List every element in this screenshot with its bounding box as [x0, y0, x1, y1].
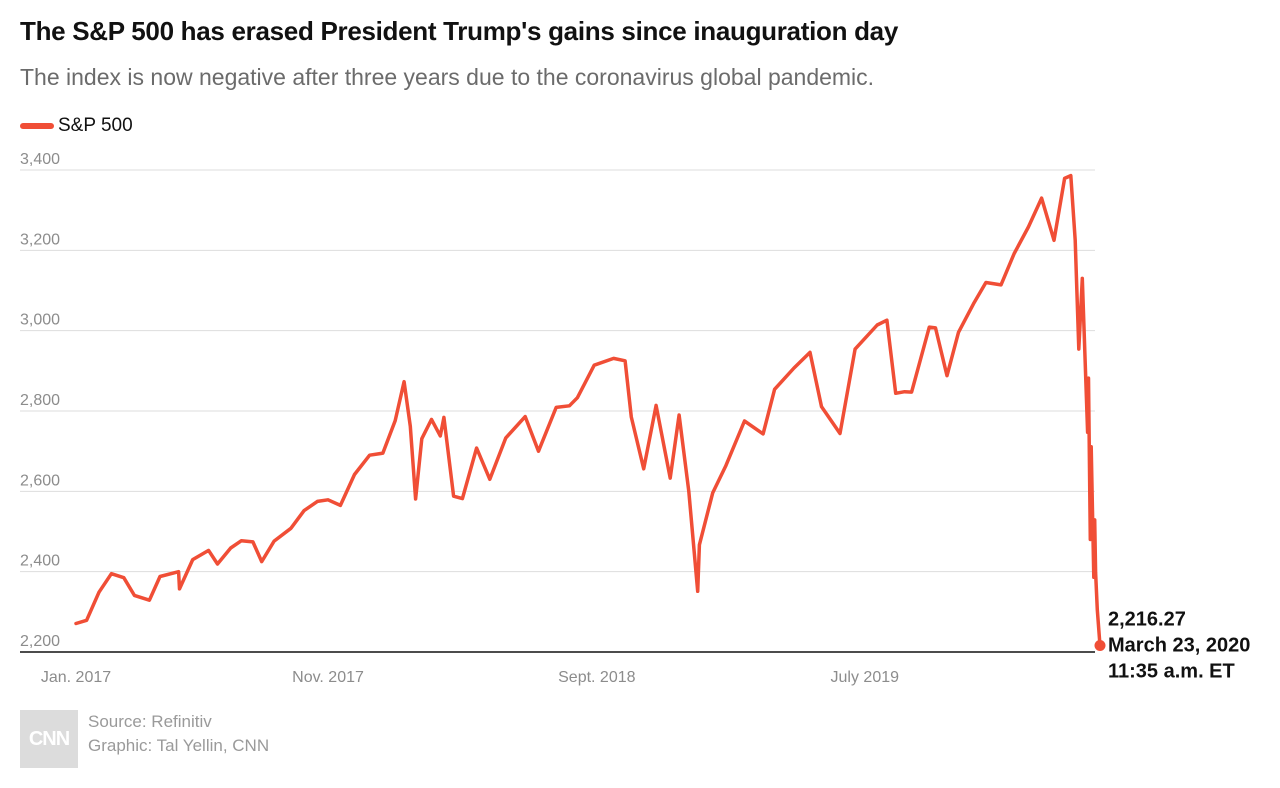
y-tick-label: 3,000 — [20, 312, 60, 329]
x-axis-ticks: Jan. 2017 Nov. 2017 Sept. 2018 July 2019 — [41, 669, 899, 686]
y-axis-ticks: 2,200 2,400 2,600 2,800 3,000 3,200 3,400 — [20, 151, 60, 650]
graphic-credit: Graphic: Tal Yellin, CNN — [88, 736, 270, 755]
line-chart: 2,200 2,400 2,600 2,800 3,000 3,200 3,400 Jan.… — [20, 151, 1250, 686]
y-tick-label: 2,200 — [20, 633, 60, 650]
x-tick-label: Sept. 2018 — [558, 669, 636, 686]
legend-label: S&P 500 — [58, 115, 133, 136]
grid-lines — [20, 169, 1095, 653]
chart-title: The S&P 500 has erased President Trump's… — [20, 16, 898, 46]
credits: Source: Refinitiv Graphic: Tal Yellin, C… — [88, 710, 269, 758]
y-tick-label: 3,400 — [20, 151, 60, 168]
annotation-time: 11:35 a.m. ET — [1108, 660, 1235, 682]
x-tick-label: July 2019 — [831, 669, 900, 686]
source-credit: Source: Refinitiv — [88, 712, 212, 731]
cnn-logo-text: CNN — [28, 727, 70, 750]
y-tick-label: 3,200 — [20, 231, 60, 248]
legend-swatch — [20, 123, 54, 129]
end-point-marker — [1094, 639, 1106, 651]
chart-subtitle: The index is now negative after three ye… — [20, 64, 875, 90]
footer: CNN Source: Refinitiv Graphic: Tal Yelli… — [20, 710, 269, 768]
y-tick-label: 2,600 — [20, 472, 60, 489]
y-tick-label: 2,400 — [20, 553, 60, 570]
x-tick-label: Nov. 2017 — [292, 669, 364, 686]
y-tick-label: 2,800 — [20, 392, 60, 409]
annotation-value: 2,216.27 — [1108, 608, 1186, 630]
cnn-logo: CNN — [20, 710, 78, 768]
series-line-sp500 — [74, 173, 1102, 648]
x-tick-label: Jan. 2017 — [41, 669, 111, 686]
annotation-date: March 23, 2020 — [1108, 634, 1250, 656]
legend: S&P 500 — [20, 114, 133, 138]
